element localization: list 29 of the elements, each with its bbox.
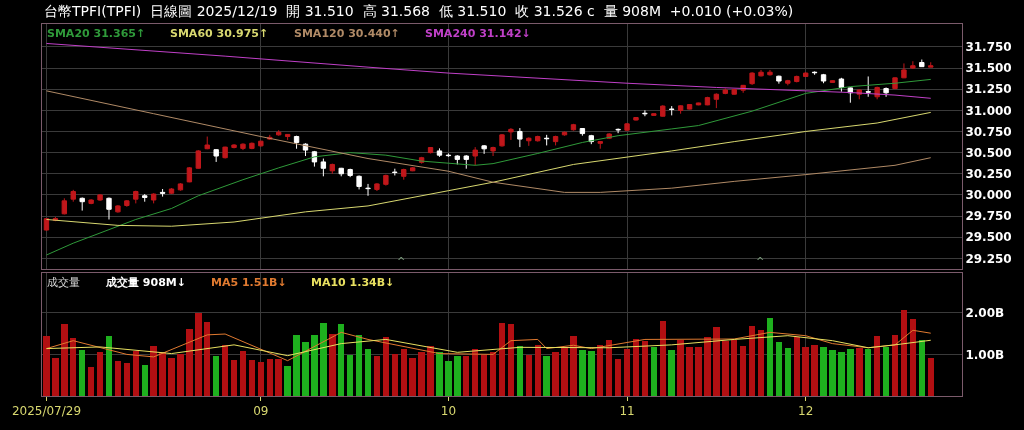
y-tick-label: 2.00B (965, 306, 1005, 321)
x-tick-label: 12 (798, 404, 814, 419)
y-tick-label: 31.500 (965, 61, 1012, 76)
chart-title: 成交量 (47, 276, 80, 289)
text: SMA60 30.975↑ (170, 27, 269, 40)
text: SMA240 31.142↓ (425, 27, 531, 40)
text: SMA20 31.365↑ (47, 27, 146, 40)
annotation: ^ (397, 256, 406, 267)
y-tick-label: 30.250 (965, 166, 1012, 181)
text: SMA120 30.440↑ (294, 27, 400, 40)
chart-title: 台幣TPFI(TPFI) 日線圖 2025/12/19 開 31.510 高 31.568 低 31.510 收 31.526 c 量 908M +0.010 (+0.03%) (44, 3, 794, 19)
y-tick-label: 31.000 (965, 103, 1012, 118)
y-tick-label: 31.750 (965, 40, 1012, 55)
text: 成交量 908M↓ (105, 276, 186, 289)
y-tick-label: 29.250 (965, 251, 1012, 266)
y-tick-label: 30.750 (965, 124, 1012, 139)
y-tick-label: 29.500 (965, 230, 1012, 245)
x-tick-label: 09 (253, 404, 269, 419)
y-tick-label: 29.750 (965, 209, 1012, 224)
y-tick-label: 1.00B (965, 347, 1005, 362)
x-tick-label: 11 (619, 404, 635, 419)
text: MA5 1.51B↓ (211, 276, 287, 289)
x-tick-label: 10 (440, 404, 457, 419)
x-tick-label: 2025/07/29 (11, 404, 82, 419)
y-tick-label: 30.500 (965, 145, 1012, 160)
text: MA10 1.34B↓ (311, 276, 395, 289)
y-tick-label: 31.250 (965, 82, 1012, 97)
annotation: ^ (756, 256, 765, 267)
y-tick-label: 30.000 (965, 188, 1012, 203)
